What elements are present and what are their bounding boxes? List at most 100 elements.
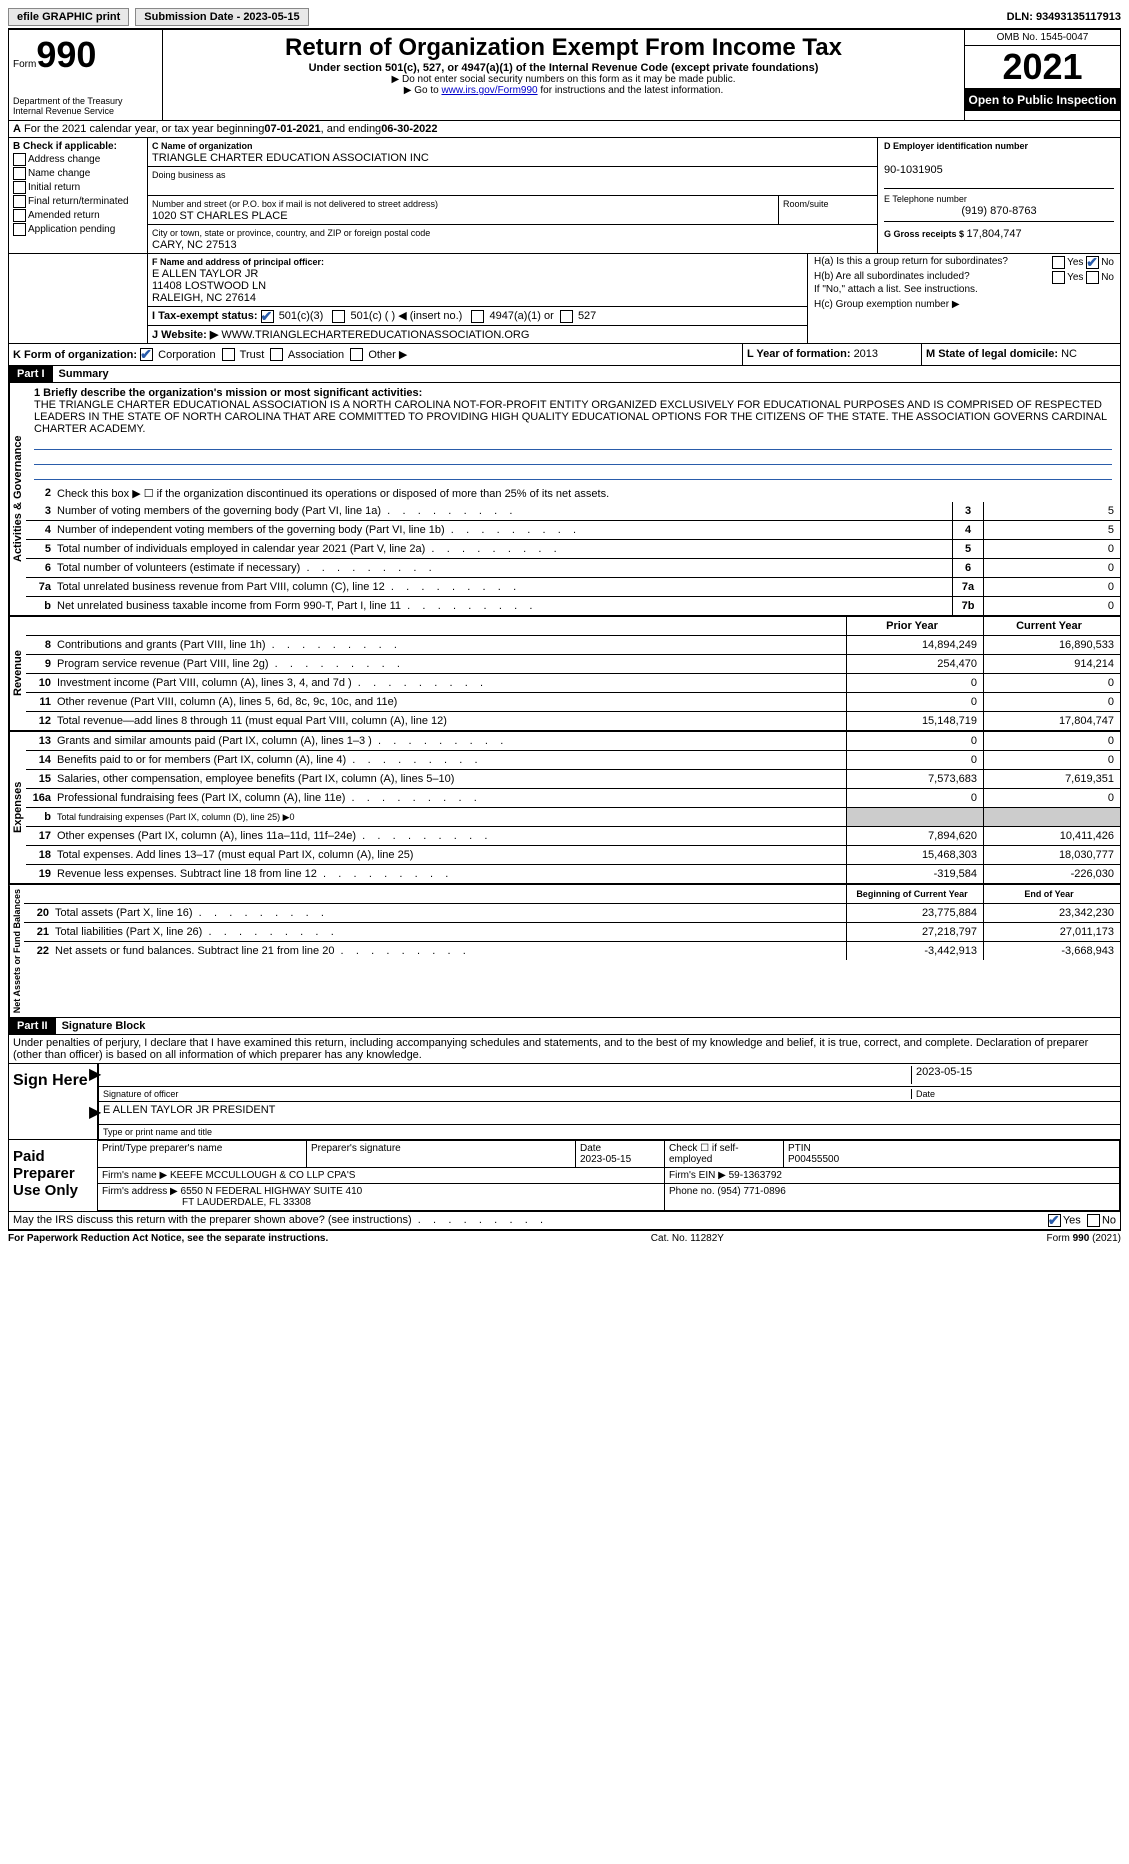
label-initial-return: Initial return (28, 182, 80, 193)
period-begin: 07-01-2021 (264, 123, 320, 135)
l17-desc: Other expenses (Part IX, column (A), lin… (57, 828, 846, 844)
cb-4947[interactable] (471, 310, 484, 323)
penalties-declaration: Under penalties of perjury, I declare th… (8, 1035, 1121, 1064)
m-label: M State of legal domicile: (926, 348, 1061, 360)
efile-print-button[interactable]: efile GRAPHIC print (8, 8, 129, 26)
prep-sig-label: Preparer's signature (307, 1141, 576, 1168)
form990-link[interactable]: www.irs.gov/Form990 (441, 85, 537, 96)
omb-number: OMB No. 1545-0047 (965, 30, 1120, 46)
l15-desc: Salaries, other compensation, employee b… (57, 771, 846, 787)
topbar: efile GRAPHIC print Submission Date - 20… (8, 8, 1121, 30)
l19-prior: -319,584 (846, 865, 983, 883)
hb-yes: Yes (1067, 272, 1083, 283)
cb-hb-yes[interactable] (1052, 271, 1065, 284)
cb-amended[interactable] (13, 209, 26, 222)
label-501c3: 501(c)(3) (279, 310, 324, 322)
cb-501c3[interactable] (261, 310, 274, 323)
l12-prior: 15,148,719 (846, 712, 983, 730)
cb-assoc[interactable] (270, 348, 283, 361)
city-label: City or town, state or province, country… (152, 228, 430, 238)
l18-current: 18,030,777 (983, 846, 1120, 864)
l8-desc: Contributions and grants (Part VIII, lin… (57, 637, 846, 653)
irs-label: Internal Revenue Service (13, 106, 158, 116)
officer-addr1: 11408 LOSTWOOD LN (152, 280, 266, 292)
period-end: 06-30-2022 (381, 123, 437, 135)
l22-desc: Net assets or fund balances. Subtract li… (55, 943, 846, 959)
l7b-desc: Net unrelated business taxable income fr… (57, 598, 952, 614)
l17-prior: 7,894,620 (846, 827, 983, 845)
sig-officer-label: Signature of officer (103, 1089, 911, 1099)
cb-discuss-no[interactable] (1087, 1214, 1100, 1227)
cb-trust[interactable] (222, 348, 235, 361)
label-other: Other ▶ (368, 349, 407, 361)
revenue-section: Revenue Prior YearCurrent Year 8Contribu… (8, 617, 1121, 732)
j-label: J Website: ▶ (152, 329, 218, 341)
expenses-section: Expenses 13Grants and similar amounts pa… (8, 732, 1121, 885)
l-value: 2013 (854, 348, 878, 360)
cb-hb-no[interactable] (1086, 271, 1099, 284)
cb-other[interactable] (350, 348, 363, 361)
cb-ha-yes[interactable] (1052, 256, 1065, 269)
firm-ein-label: Firm's EIN ▶ (669, 1170, 729, 1181)
firm-ein-value: 59-1363792 (729, 1170, 782, 1181)
part1-header: Part I Summary (8, 366, 1121, 383)
form-title: Return of Organization Exempt From Incom… (171, 34, 956, 62)
l13-desc: Grants and similar amounts paid (Part IX… (57, 733, 846, 749)
side-netassets: Net Assets or Fund Balances (9, 885, 24, 1017)
l10-current: 0 (983, 674, 1120, 692)
cb-final-return[interactable] (13, 195, 26, 208)
prep-date-value: 2023-05-15 (580, 1154, 631, 1165)
city-value: CARY, NC 27513 (152, 239, 237, 251)
sig-date-value: 2023-05-15 (911, 1066, 1116, 1084)
cb-501c[interactable] (332, 310, 345, 323)
l5-value: 0 (983, 540, 1120, 558)
l22-current: -3,668,943 (983, 942, 1120, 960)
submission-date-button[interactable]: Submission Date - 2023-05-15 (135, 8, 308, 26)
l8-current: 16,890,533 (983, 636, 1120, 654)
label-address-change: Address change (28, 154, 100, 165)
cb-app-pending[interactable] (13, 223, 26, 236)
i-label: I Tax-exempt status: (152, 310, 258, 322)
cb-527[interactable] (560, 310, 573, 323)
m-value: NC (1061, 348, 1077, 360)
l14-prior: 0 (846, 751, 983, 769)
ein-value: 90-1031905 (884, 164, 943, 176)
cb-ha-no[interactable] (1086, 256, 1099, 269)
side-activities: Activities & Governance (9, 383, 26, 615)
cb-name-change[interactable] (13, 167, 26, 180)
l16b-desc: Total fundraising expenses (Part IX, col… (57, 810, 846, 825)
cb-corp[interactable] (140, 348, 153, 361)
l21-desc: Total liabilities (Part X, line 26) (55, 924, 846, 940)
paid-preparer-label: Paid Preparer Use Only (9, 1140, 97, 1211)
blank-line-3 (34, 465, 1112, 480)
l9-prior: 254,470 (846, 655, 983, 673)
form-subtitle: Under section 501(c), 527, or 4947(a)(1)… (171, 62, 956, 74)
part1-title: Summary (53, 366, 115, 382)
sig-date-label: Date (911, 1089, 1116, 1099)
part2-badge: Part II (9, 1018, 56, 1034)
period-label-a: For the 2021 calendar year, or tax year … (24, 123, 264, 135)
sig-arrow-1: ▶ (89, 1064, 101, 1084)
blank-line-2 (34, 450, 1112, 465)
l12-current: 17,804,747 (983, 712, 1120, 730)
firm-addr1: 6550 N FEDERAL HIGHWAY SUITE 410 (181, 1186, 363, 1197)
l4-value: 5 (983, 521, 1120, 539)
section-fh: F Name and address of principal officer:… (8, 254, 1121, 344)
cb-initial-return[interactable] (13, 181, 26, 194)
hb-note: If "No," attach a list. See instructions… (814, 284, 1114, 295)
instruction-ssn: Do not enter social security numbers on … (171, 74, 956, 85)
cb-discuss-yes[interactable] (1048, 1214, 1061, 1227)
label-527: 527 (578, 310, 596, 322)
ha-label: H(a) Is this a group return for subordin… (814, 256, 1008, 267)
label-assoc: Association (288, 349, 344, 361)
cb-address-change[interactable] (13, 153, 26, 166)
dln-label: DLN: 93493135117913 (1007, 11, 1121, 23)
l19-current: -226,030 (983, 865, 1120, 883)
officer-addr2: RALEIGH, NC 27614 (152, 292, 256, 304)
l11-prior: 0 (846, 693, 983, 711)
firm-addr-label: Firm's address ▶ (102, 1186, 181, 1197)
l18-desc: Total expenses. Add lines 13–17 (must eq… (57, 847, 846, 863)
website-value: WWW.TRIANGLECHARTEREDUCATIONASSOCIATION.… (221, 329, 529, 341)
prep-date-label: Date (580, 1143, 601, 1154)
l2-desc: Check this box ▶ ☐ if the organization d… (57, 485, 1120, 502)
